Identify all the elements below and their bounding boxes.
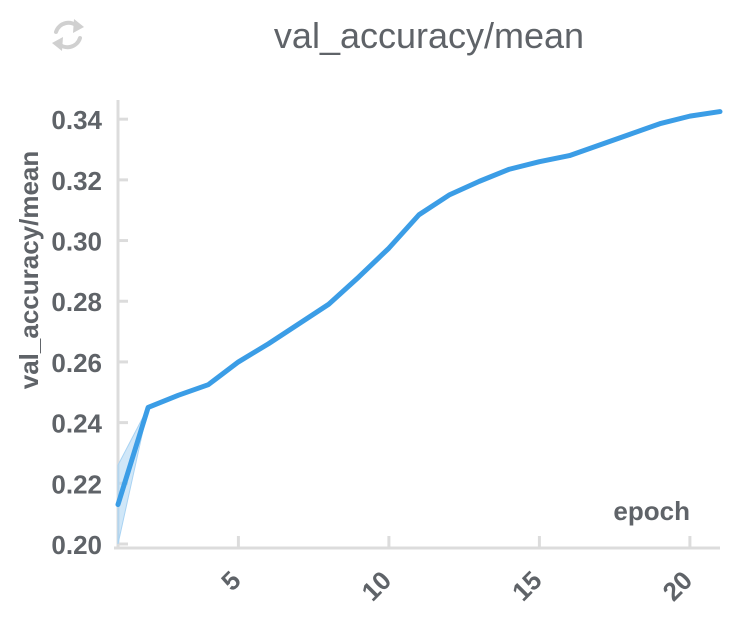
x-tick-label: 15 — [506, 565, 548, 607]
y-ticks: 0.20 0.22 0.24 0.26 0.28 0.30 0.32 0.34 — [51, 105, 128, 560]
y-tick-label: 0.20 — [51, 530, 102, 560]
refresh-icon[interactable] — [52, 19, 84, 51]
y-tick-label: 0.30 — [51, 227, 102, 257]
y-tick-label: 0.24 — [51, 409, 102, 439]
chart-title: val_accuracy/mean — [274, 15, 584, 56]
y-tick-label: 0.28 — [51, 287, 102, 317]
y-tick-label: 0.26 — [51, 348, 102, 378]
x-tick-label: 20 — [656, 565, 698, 607]
x-tick-label: 5 — [215, 565, 246, 596]
y-axis-label: val_accuracy/mean — [14, 151, 44, 390]
x-tick-label: 10 — [355, 565, 397, 607]
x-axis-label: epoch — [613, 496, 690, 526]
y-tick-label: 0.34 — [51, 105, 102, 135]
series-0-band — [117, 111, 721, 545]
series-0-line[interactable] — [115, 109, 723, 508]
y-tick-label: 0.32 — [51, 166, 102, 196]
axes — [114, 100, 720, 550]
plot-area — [115, 109, 723, 545]
y-tick-label: 0.22 — [51, 469, 102, 499]
